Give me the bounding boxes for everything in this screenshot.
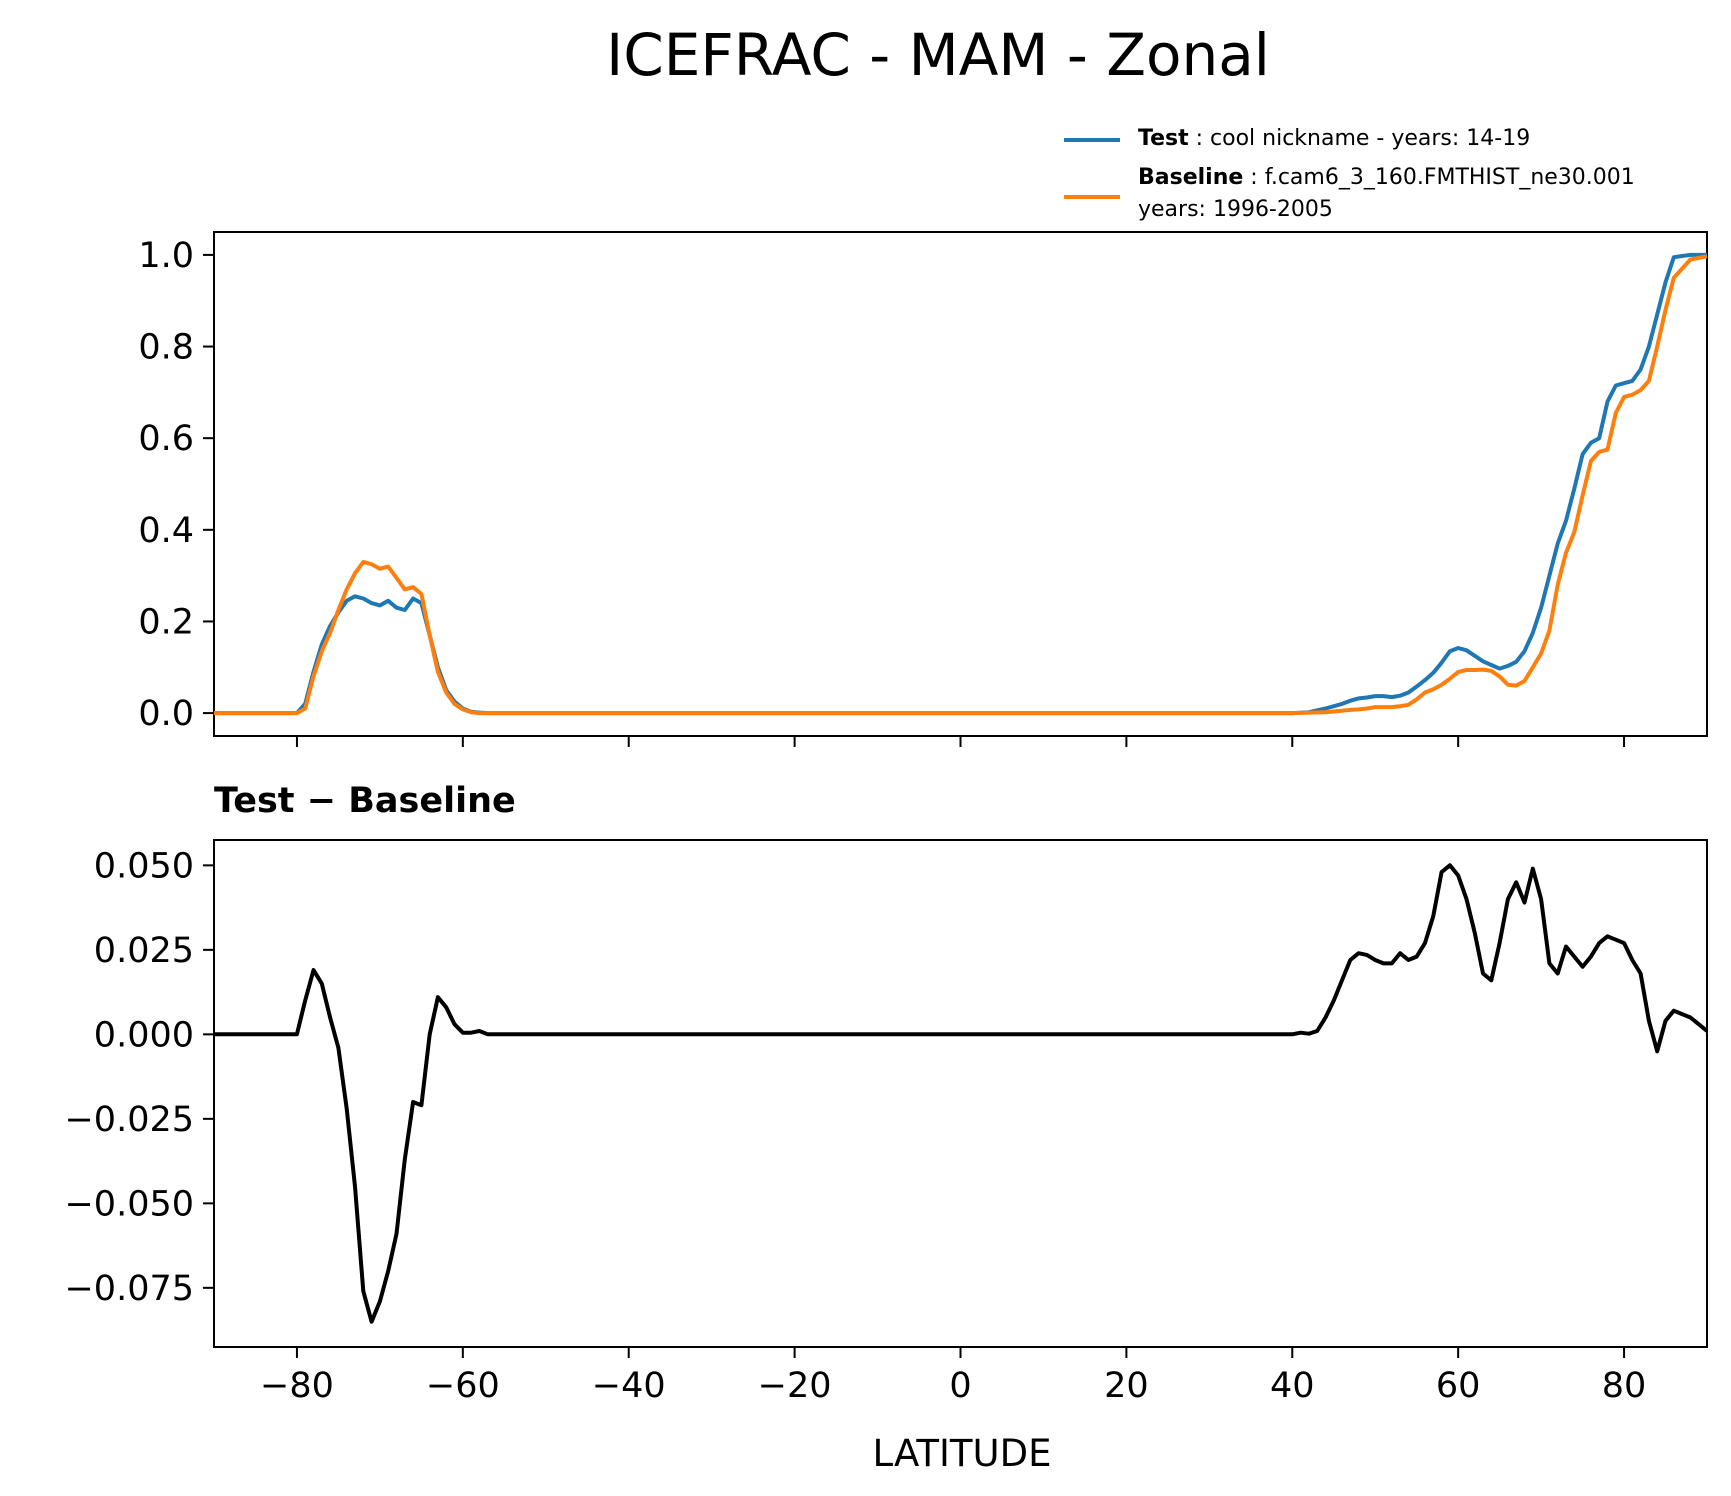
y-tick-label: 0.8 — [138, 328, 194, 368]
x-tick-label: −60 — [426, 1366, 500, 1406]
x-tick-label: 0 — [949, 1366, 971, 1406]
series-line-test — [214, 252, 1707, 716]
legend-entry-baseline: Baseline : f.cam6_3_160.FMTHIST_ne30.001 — [1138, 165, 1635, 190]
y-tick-label: 0.4 — [138, 511, 194, 551]
y-tick-label: −0.050 — [64, 1184, 194, 1224]
x-tick-label: 40 — [1270, 1366, 1315, 1406]
difference-series-line — [214, 863, 1709, 1324]
x-tick-label: −40 — [592, 1366, 666, 1406]
legend: Test : cool nickname - years: 14-19 Basel… — [1064, 126, 1635, 222]
y-tick-label: −0.075 — [64, 1269, 194, 1309]
difference-axes-frame — [213, 839, 1708, 1348]
series-line-baseline — [214, 254, 1708, 716]
zonal-y-ticks: 0.0 0.2 0.4 0.6 0.8 1.0 — [138, 236, 214, 734]
zonal-panel: 0.0 0.2 0.4 0.6 0.8 1.0 — [138, 231, 1708, 747]
y-tick-label: 1.0 — [138, 236, 194, 276]
legend-entry-baseline-line: years: 1996-2005 — [1138, 197, 1333, 222]
x-tick-label: 20 — [1104, 1366, 1149, 1406]
y-tick-label: 0.2 — [138, 602, 194, 642]
series-line-difference — [214, 863, 1709, 1324]
x-tick-label: 60 — [1436, 1366, 1481, 1406]
difference-y-ticks: −0.075 −0.050 −0.025 0.000 0.025 0.050 — [64, 846, 214, 1309]
chart-title: ICEFRAC - MAM - Zonal — [606, 21, 1270, 89]
zonal-x-ticks — [295, 736, 1626, 747]
x-axis-label: LATITUDE — [873, 1432, 1052, 1475]
y-tick-label: 0.0 — [138, 694, 194, 734]
x-tick-label: 80 — [1602, 1366, 1647, 1406]
y-tick-label: 0.000 — [94, 1015, 194, 1055]
y-tick-label: 0.025 — [94, 931, 194, 971]
y-tick-label: 0.050 — [94, 846, 194, 886]
y-tick-label: −0.025 — [64, 1100, 194, 1140]
y-tick-label: 0.6 — [138, 419, 194, 459]
difference-panel-title: Test − Baseline — [214, 781, 516, 821]
difference-x-ticks: −80 −60 −40 −20 0 20 40 60 80 — [260, 1347, 1646, 1406]
x-tick-label: −80 — [260, 1366, 334, 1406]
legend-entry-test: Test : cool nickname - years: 14-19 — [1138, 126, 1530, 151]
zonal-series-lines — [214, 252, 1708, 716]
difference-panel: Test − Baseline −0.075 −0.050 −0.025 0.000 0… — [64, 781, 1709, 1475]
x-tick-label: −20 — [758, 1366, 832, 1406]
